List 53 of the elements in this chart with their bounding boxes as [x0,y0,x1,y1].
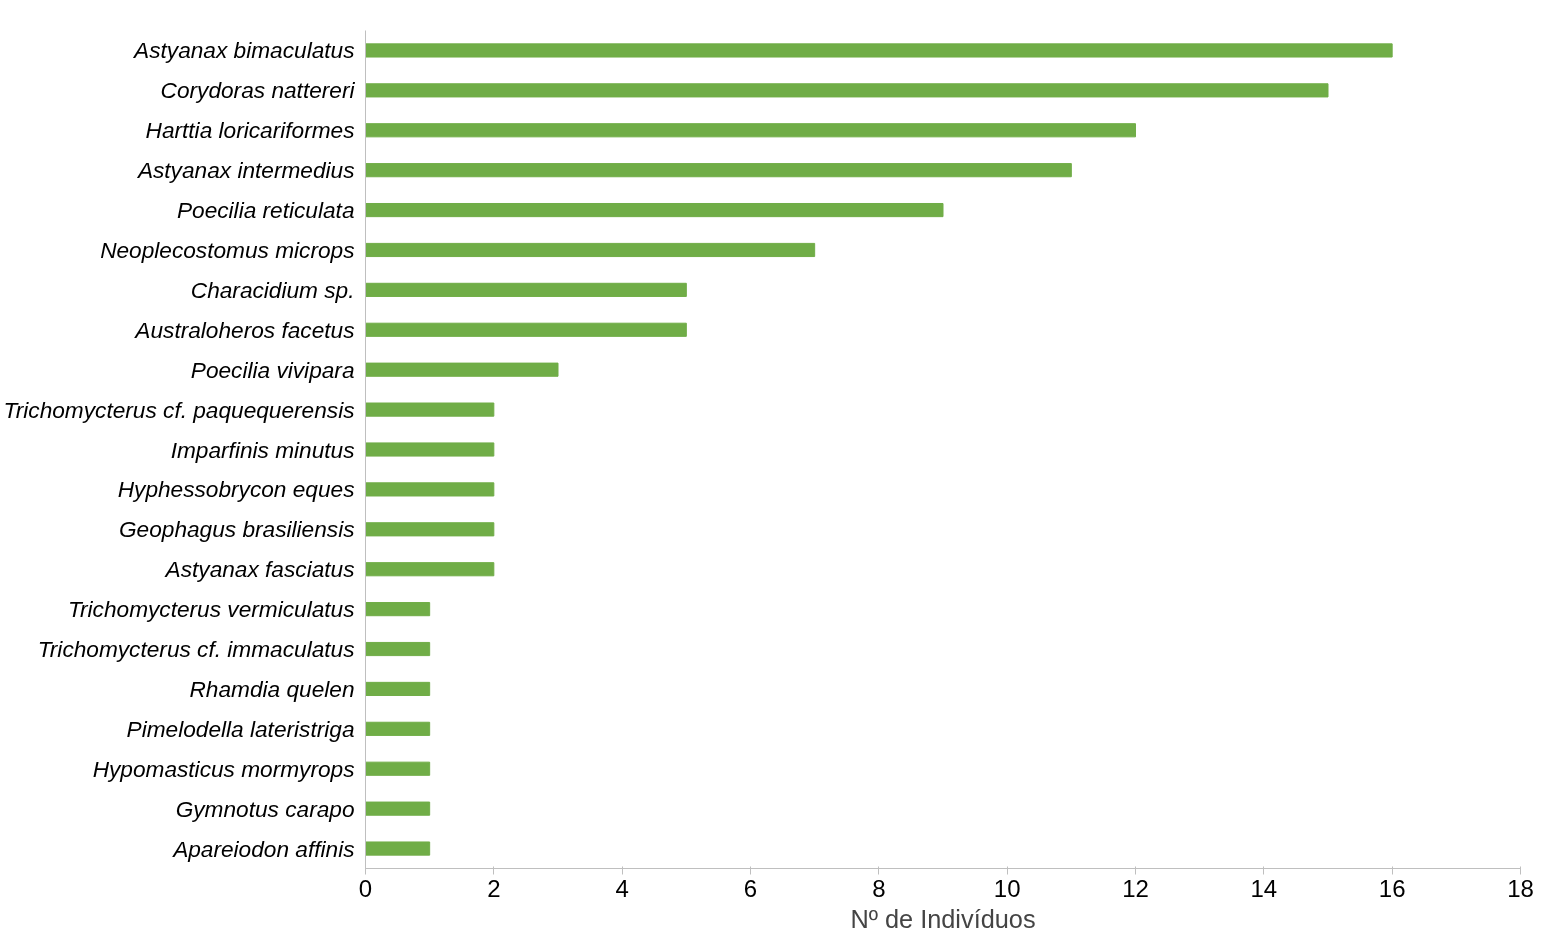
bar [365,482,495,497]
y-tick-label: Astyanax intermedius [135,157,355,184]
y-tick-label: Trichomycterus vermiculatus [67,596,355,623]
x-tick-label: 6 [743,874,758,902]
bar [365,801,431,816]
y-tick-label: Hyphessobrycon eques [117,476,355,503]
y-tick-label: Poecilia reticulata [176,197,355,224]
bar [365,362,559,377]
bar [365,681,431,697]
bar [365,123,1136,138]
x-tick-label: 12 [1122,874,1149,902]
x-tick-label: 0 [358,874,373,902]
bar [365,602,431,617]
bar [365,841,431,856]
y-tick-label: Astyanax bimaculatus [132,37,355,64]
bar [365,721,431,736]
y-tick-label: Harttia loricariformes [145,117,355,144]
y-tick-label: Gymnotus carapo [175,795,355,822]
bar [365,242,816,258]
y-tick-label: Trichomycterus cf. immaculatus [37,636,355,663]
bar [365,562,495,577]
y-tick-label: Poecilia vivipara [190,356,355,383]
y-tick-label: Hypomasticus mormyrops [92,755,355,782]
x-tick-label: 8 [872,874,886,902]
y-tick-label: Astyanax fasciatus [163,556,355,583]
y-tick-label: Geophagus brasiliensis [118,516,355,543]
bar [365,202,944,218]
bar [365,43,1393,58]
bar [365,402,495,417]
y-tick-label: Imparfinis minutus [170,436,355,463]
y-tick-label: Australoheros facetus [133,316,355,343]
bar [365,442,495,457]
x-tick-label: 4 [615,874,629,902]
y-tick-label: Corydoras nattereri [160,77,356,104]
x-tick-label: 18 [1507,874,1534,902]
y-tick-label: Pimelodella lateristriga [126,715,355,742]
y-tick-label: Rhamdia quelen [189,675,355,702]
x-tick-label: 14 [1250,874,1278,902]
y-tick-label: Characidium sp. [190,276,355,303]
x-tick-label: 16 [1378,874,1406,902]
bar [365,322,687,337]
y-tick-label: Apareiodon affinis [171,835,355,862]
x-axis-title: Nº de Indivíduos [850,904,1036,933]
bar [365,83,1329,98]
bar [365,282,687,297]
bar [365,641,431,657]
bar [365,163,1072,178]
y-tick-label: Neoplecostomus microps [100,236,355,263]
y-tick-label: Trichomycterus cf. paquequerensis [3,396,355,423]
x-tick-label: 2 [487,874,501,902]
x-tick-label: 10 [993,874,1021,902]
bar [365,522,495,537]
bar [365,761,431,776]
